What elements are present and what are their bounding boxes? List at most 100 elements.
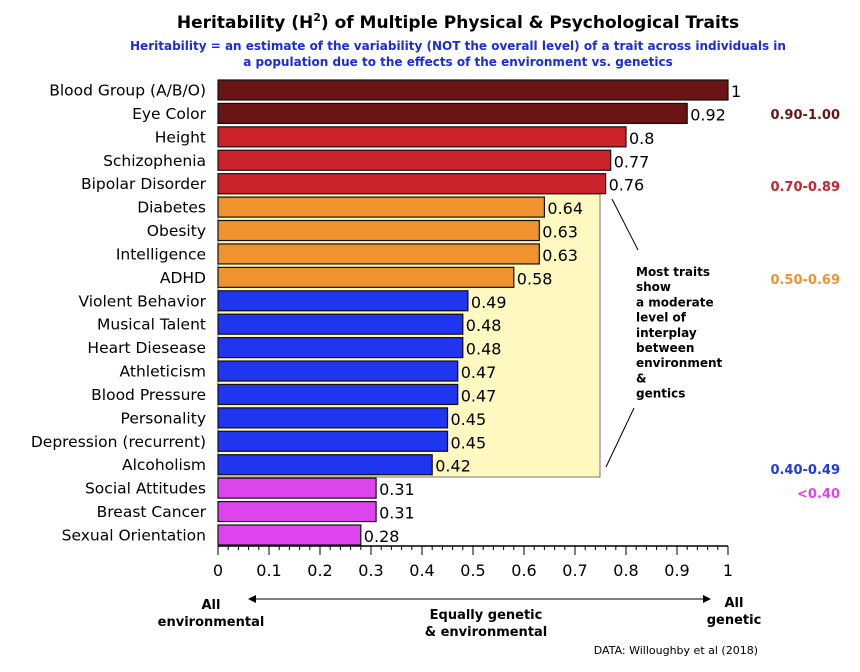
- value-label: 0.28: [364, 527, 400, 546]
- category-label: Breast Cancer: [97, 503, 207, 521]
- arrow-left-head: [248, 595, 256, 603]
- x-tick-label: 0: [213, 561, 223, 580]
- category-label: Eye Color: [132, 105, 207, 123]
- label-all-environmental-1: All: [202, 598, 221, 613]
- bar: [217, 290, 469, 312]
- value-label: 0.8: [629, 129, 654, 148]
- value-label: 0.63: [542, 223, 578, 242]
- value-label: 0.42: [435, 457, 471, 476]
- category-label: Intelligence: [116, 245, 206, 263]
- bar: [217, 149, 612, 171]
- legend-range-label: 0.50-0.69: [770, 273, 840, 288]
- bar: [217, 337, 464, 359]
- legend-range-label: 0.70-0.89: [770, 180, 840, 195]
- subtitle-line-1: Heritability = an estimate of the variab…: [130, 39, 786, 53]
- bar: [217, 430, 449, 452]
- label-all-environmental-2: environmental: [158, 615, 265, 630]
- value-label: 0.31: [379, 504, 415, 523]
- annotation-text: &: [636, 371, 646, 385]
- x-tick-label: 0.7: [562, 561, 587, 580]
- label-all-genetic-1: All: [725, 596, 744, 611]
- annotation-text: gentics: [636, 387, 685, 401]
- value-label: 0.31: [379, 480, 415, 499]
- legend-range-label: <0.40: [797, 487, 840, 502]
- category-label: Musical Talent: [97, 316, 206, 334]
- category-label: Bipolar Disorder: [81, 175, 207, 193]
- label-all-genetic-2: genetic: [707, 613, 762, 628]
- category-label: Social Attitudes: [85, 480, 206, 498]
- bar: [217, 102, 688, 125]
- annotation-text: interplay: [636, 326, 697, 340]
- category-label: Athleticism: [120, 363, 206, 381]
- bar: [217, 407, 449, 429]
- bar: [217, 360, 459, 382]
- x-tick-label: 0.4: [409, 561, 434, 580]
- legend-range-label: 0.40-0.49: [770, 463, 840, 478]
- value-label: 0.47: [461, 386, 497, 405]
- annotation-box: [217, 193, 601, 478]
- annotation-text: between: [636, 341, 694, 355]
- source-note: DATA: Willoughby et al (2018): [594, 644, 758, 657]
- bar: [217, 79, 729, 101]
- category-label: Personality: [121, 409, 206, 427]
- x-tick-label: 0.8: [613, 561, 638, 580]
- annotation-line-top: [611, 198, 639, 251]
- category-label: Depression (recurrent): [31, 433, 206, 451]
- annotation-text: a moderate: [636, 295, 714, 309]
- annotation-line-bottom: [605, 407, 635, 468]
- value-label: 0.49: [471, 293, 507, 312]
- value-label: 0.48: [466, 340, 502, 359]
- category-label: Sexual Orientation: [62, 526, 206, 544]
- category-label: Height: [155, 128, 206, 146]
- label-equally-1: Equally genetic: [430, 608, 543, 623]
- x-tick-label: 0.3: [358, 561, 383, 580]
- bar: [217, 266, 515, 288]
- value-label: 0.47: [461, 363, 497, 382]
- bar: [217, 313, 464, 335]
- legend-range-label: 0.90-1.00: [770, 108, 840, 123]
- annotation-text: level of: [636, 311, 687, 325]
- annotation-text: Most traits: [636, 265, 710, 279]
- x-tick-label: 1: [723, 561, 733, 580]
- chart-title: Heritability (H2) of Multiple Physical &…: [177, 11, 739, 33]
- subtitle-line-2: a population due to the effects of the e…: [243, 55, 673, 69]
- category-label: Heart Diesease: [87, 339, 206, 357]
- x-tick-label: 0.2: [307, 561, 332, 580]
- annotation-text: environment: [636, 356, 723, 370]
- value-label: 0.45: [451, 433, 487, 452]
- bar: [217, 196, 545, 218]
- value-label: 0.77: [614, 152, 650, 171]
- x-tick-label: 0.1: [256, 561, 281, 580]
- bar: [217, 243, 540, 265]
- value-label: 0.76: [609, 176, 645, 195]
- category-label: Schizophenia: [103, 152, 206, 170]
- category-label: Blood Group (A/B/O): [49, 82, 206, 100]
- bar: [217, 454, 433, 476]
- value-label: 0.48: [466, 316, 502, 335]
- bar: [217, 383, 459, 406]
- label-equally-2: & environmental: [425, 625, 548, 640]
- value-label: 1: [731, 82, 741, 101]
- bar: [217, 500, 377, 523]
- x-tick-label: 0.6: [511, 561, 536, 580]
- bar: [217, 477, 377, 499]
- x-tick-label: 0.9: [664, 561, 689, 580]
- bar: [217, 524, 362, 546]
- value-label: 0.64: [547, 199, 583, 218]
- annotation-text: show: [636, 280, 671, 294]
- x-tick-label: 0.5: [460, 561, 485, 580]
- category-label: Obesity: [147, 222, 206, 240]
- value-label: 0.45: [451, 410, 487, 429]
- arrow-right-head: [703, 595, 711, 603]
- bar: [217, 219, 540, 242]
- bar: [217, 126, 627, 148]
- bar: [217, 173, 607, 195]
- value-label: 0.63: [542, 246, 578, 265]
- value-label: 0.58: [517, 269, 553, 288]
- category-label: ADHD: [160, 269, 206, 287]
- category-label: Violent Behavior: [78, 292, 206, 310]
- category-label: Alcoholism: [122, 456, 206, 474]
- category-label: Diabetes: [137, 199, 206, 217]
